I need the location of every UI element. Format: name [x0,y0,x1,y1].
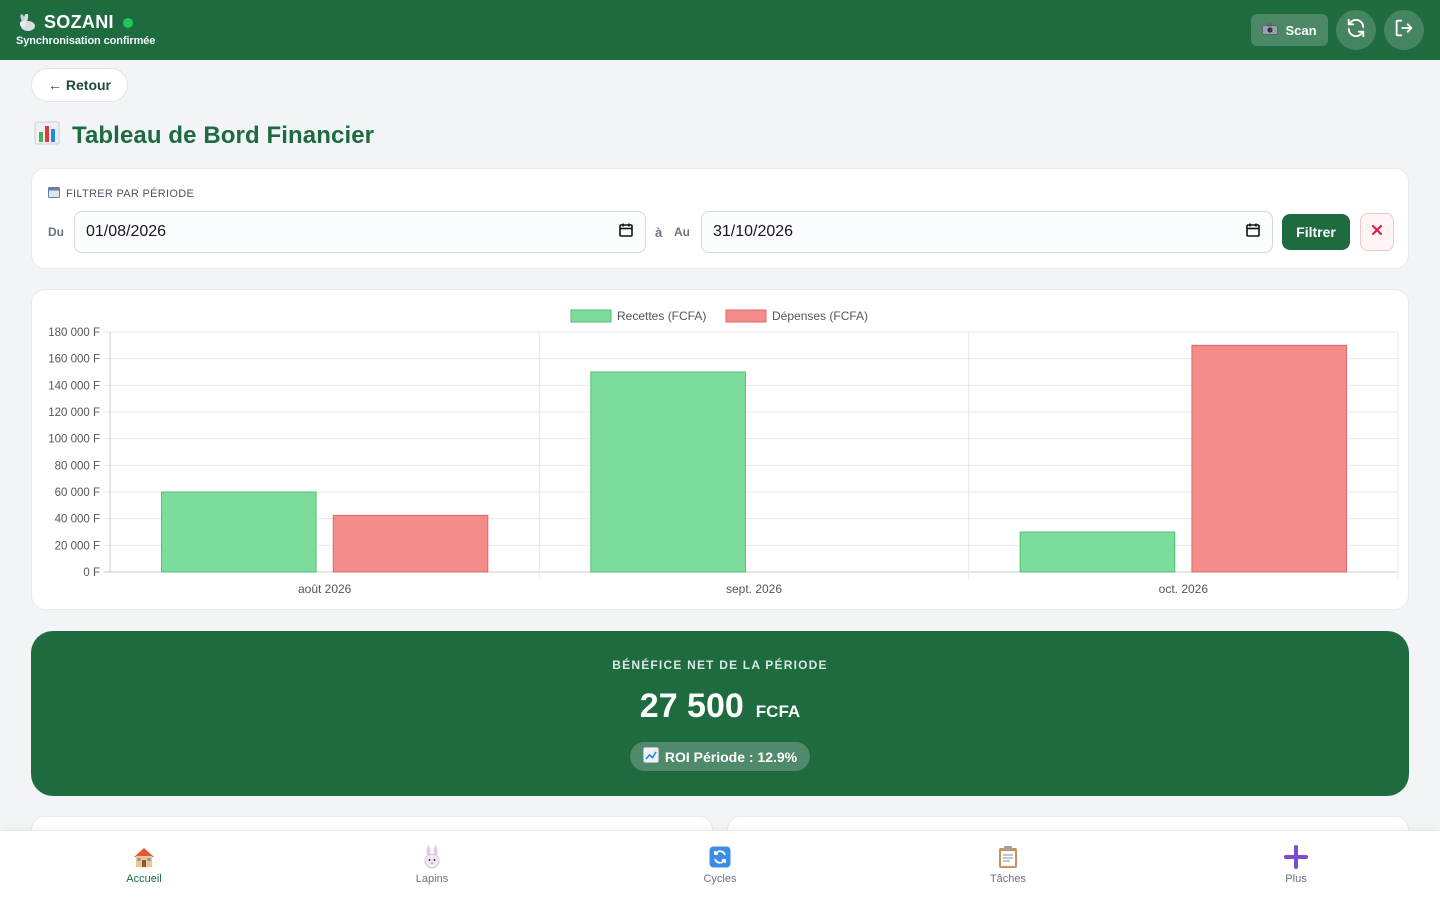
nav-item-accueil[interactable]: Accueil [0,831,288,900]
profit-amount: 27 500 [639,687,744,725]
bar-depenses [332,514,489,573]
clear-filter-button[interactable] [1360,213,1394,251]
y-tick-label: 60 000 F [55,487,100,499]
logout-button[interactable] [1384,10,1424,50]
bar-recettes [161,491,317,573]
logout-icon [1393,17,1415,44]
y-tick-label: 140 000 F [48,380,100,392]
y-tick-label: 20 000 F [55,540,100,552]
legend-label: Dépenses (FCFA) [772,309,868,323]
online-status-dot [122,17,133,28]
profit-value: 27 500 FCFA [31,687,1409,726]
rabbit-logo-icon [16,13,38,33]
house-icon [132,845,156,869]
top-app-bar: SOZANI Synchronisation confirmée Scan [0,0,1440,60]
x-tick-label: oct. 2026 [1159,582,1209,596]
legend-swatch [570,309,612,323]
nav-label: Tâches [989,873,1027,885]
period-filter-card: FILTRER PAR PÉRIODE Du 01/08/2026 à Au 3… [31,168,1409,269]
app-name: SOZANI [44,12,114,32]
calendar-picker-icon[interactable] [618,222,634,243]
calendar-icon [48,186,60,201]
roi-text: ROI Période : 12.9% [664,748,798,765]
x-tick-label: août 2026 [298,582,352,596]
profit-label: BÉNÉFICE NET DE LA PÉRIODE [612,658,828,672]
from-label: Du [48,225,64,239]
y-tick-label: 180 000 F [48,327,100,339]
clipboard-icon [996,845,1020,869]
page-header: Tableau de Bord Financier [34,120,374,151]
bar-recettes [590,371,746,573]
calendar-picker-icon[interactable] [1245,222,1261,243]
nav-item-lapins[interactable]: Lapins [288,831,576,900]
bar-chart-icon [34,120,60,151]
bar-depenses [1191,344,1347,573]
end-date-field[interactable]: 31/10/2026 [701,211,1273,253]
filter-button[interactable]: Filtrer [1282,214,1350,250]
date-separator: à [655,225,663,240]
end-date-value: 31/10/2026 [713,223,794,240]
y-tick-label: 160 000 F [48,354,100,366]
page-title: Tableau de Bord Financier [72,121,375,149]
nav-label: Lapins [415,873,449,885]
y-tick-label: 120 000 F [48,407,100,419]
bar-recettes [1019,531,1176,573]
sync-button[interactable] [1336,10,1376,50]
legend-swatch [725,309,767,323]
nav-item-taches[interactable]: Tâches [864,831,1152,900]
start-date-field[interactable]: 01/08/2026 [74,211,646,253]
close-icon [1371,223,1383,241]
brand: SOZANI Synchronisation confirmée [16,12,155,47]
nav-item-plus[interactable]: Plus [1152,831,1440,900]
back-label: ← Retour [48,77,111,93]
filter-section-label: FILTRER PAR PÉRIODE [48,186,194,201]
y-tick-label: 0 F [83,567,100,579]
cycle-icon [708,845,732,869]
nav-label: Plus [1285,873,1307,885]
y-tick-label: 100 000 F [48,434,100,446]
legend-label: Recettes (FCFA) [617,309,706,323]
y-tick-label: 80 000 F [55,460,100,472]
sync-status-text: Synchronisation confirmée [16,35,156,47]
filter-section-text: FILTRER PAR PÉRIODE [66,187,195,200]
revenue-expense-chart: 0 F 20 000 F 40 000 F 60 000 F 80 000 F 100 0… [48,309,1399,596]
nav-label: Accueil [126,873,162,885]
trend-chart-icon [642,747,659,766]
finance-chart-card: 0 F 20 000 F 40 000 F 60 000 F 80 000 F 100 0… [31,289,1409,610]
profit-unit: FCFA [755,702,801,721]
to-label: Au [674,225,690,239]
bottom-navigation: Accueil Lapins Cycles Tâches Plus [0,830,1440,900]
start-date-value: 01/08/2026 [86,223,167,240]
x-tick-label: sept. 2026 [726,582,782,596]
plus-icon [1284,845,1308,869]
refresh-icon [1345,17,1367,44]
scan-label: Scan [1285,22,1317,38]
net-profit-banner: BÉNÉFICE NET DE LA PÉRIODE 27 500 FCFA R… [31,631,1409,796]
camera-icon [1262,23,1279,38]
roi-badge: ROI Période : 12.9% [630,742,810,771]
scan-button[interactable]: Scan [1251,14,1328,46]
nav-label: Cycles [703,873,737,885]
y-tick-label: 40 000 F [55,514,100,526]
rabbit-icon [420,845,444,869]
nav-item-cycles[interactable]: Cycles [576,831,864,900]
back-button[interactable]: ← Retour [31,68,128,102]
